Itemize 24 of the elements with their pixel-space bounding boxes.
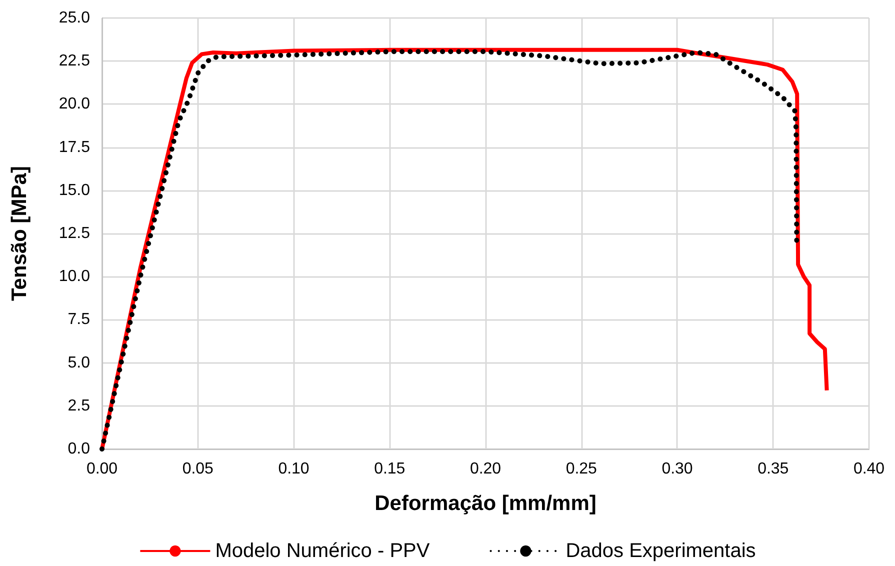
y-tick-label: 12.5 xyxy=(58,225,90,242)
y-tick-label: 15.0 xyxy=(58,182,90,199)
y-tick-label: 5.0 xyxy=(68,354,90,372)
y-tick-label: 7.5 xyxy=(68,311,90,328)
x-tick-label: 0.20 xyxy=(470,460,502,478)
legend-label: Modelo Numérico - PPV xyxy=(215,540,430,562)
x-tick-label: 0.40 xyxy=(853,460,885,478)
y-tick-label: 25.0 xyxy=(58,10,90,26)
x-tick-label: 0.00 xyxy=(86,460,118,478)
y-tick-label: 17.5 xyxy=(58,138,90,156)
x-tick-label: 0.30 xyxy=(662,460,693,478)
x-tick-label: 0.05 xyxy=(182,460,214,478)
x-axis-title: Deformação [mm/mm] xyxy=(374,492,596,515)
x-tick-label: 0.15 xyxy=(374,460,406,478)
y-tick-label: 22.5 xyxy=(58,52,90,70)
x-tick-label: 0.10 xyxy=(278,460,310,478)
legend-label: Dados Experimentais xyxy=(566,540,756,562)
x-tick-label: 0.25 xyxy=(566,460,598,478)
y-tick-label: 10.0 xyxy=(58,268,90,286)
x-tick-label: 0.35 xyxy=(758,460,789,478)
y-tick-label: 2.5 xyxy=(68,397,90,414)
y-tick-label: 20.0 xyxy=(58,96,90,113)
y-tick-label: 0.0 xyxy=(68,440,90,458)
y-axis-title: Tensão [MPa] xyxy=(8,166,31,301)
